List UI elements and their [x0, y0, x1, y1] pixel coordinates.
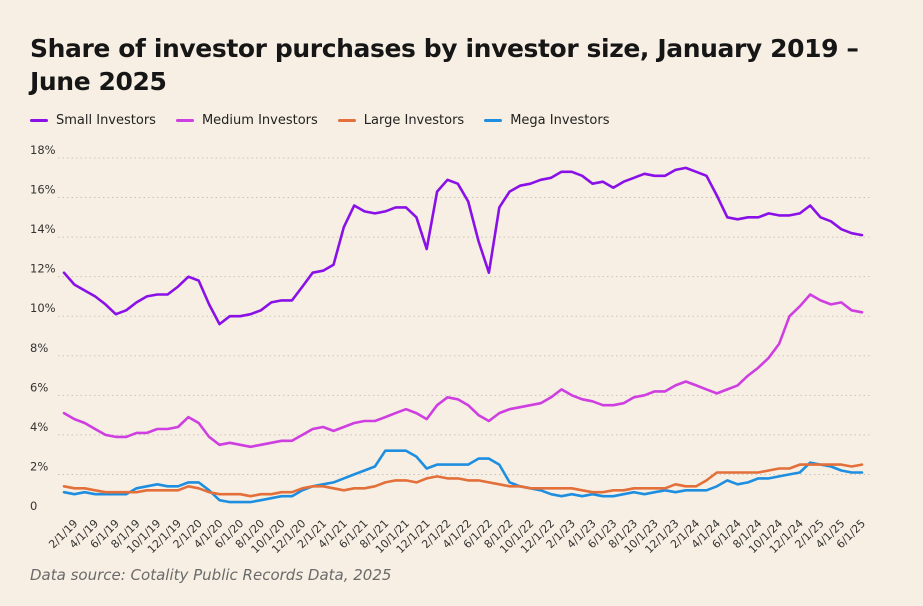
legend-swatch-large: [337, 119, 356, 122]
y-tick-label: 10%: [30, 301, 56, 315]
legend-label-medium: Medium Investors: [201, 113, 318, 128]
legend-label-small: Small Investors: [56, 113, 156, 128]
legend: Small Investors Medium Investors Large I…: [30, 113, 609, 128]
y-tick-label: 8%: [30, 341, 48, 355]
y-tick-label: 6%: [30, 380, 48, 394]
y-tick-label: 14%: [30, 222, 56, 236]
series-line-mega-investors: [62, 449, 864, 504]
series-line-medium-investors: [62, 293, 864, 449]
y-tick-label: 0: [30, 499, 37, 513]
y-tick-label: 12%: [30, 262, 56, 276]
series-line-small-investors: [62, 166, 864, 326]
y-tick-label: 16%: [30, 183, 56, 197]
y-tick-label: 4%: [30, 420, 48, 434]
legend-item-mega-investors[interactable]: Mega Investors: [484, 113, 609, 128]
chart-title: Share of investor purchases by investor …: [30, 34, 859, 96]
y-tick-label: 18%: [30, 143, 56, 157]
data-source-note: Data source: Cotality Public Records Dat…: [30, 566, 392, 584]
legend-item-medium-investors[interactable]: Medium Investors: [175, 113, 318, 128]
legend-swatch-medium: [175, 119, 194, 122]
legend-label-mega: Mega Investors: [510, 113, 610, 128]
legend-swatch-small: [30, 119, 48, 122]
legend-item-small-investors[interactable]: Small Investors: [30, 113, 156, 128]
legend-item-large-investors[interactable]: Large Investors: [337, 113, 465, 128]
legend-label-large: Large Investors: [363, 113, 465, 128]
legend-swatch-mega: [484, 119, 503, 122]
y-tick-label: 2%: [30, 459, 48, 473]
series-line-large-investors: [62, 463, 864, 498]
